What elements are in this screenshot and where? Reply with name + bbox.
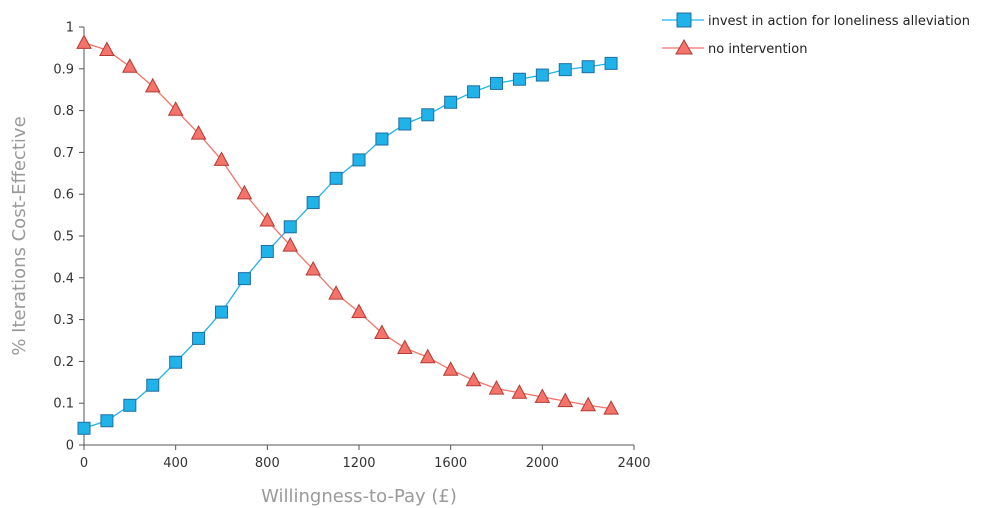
legend-label-invest: invest in action for loneliness alleviat… (708, 14, 970, 29)
data-point-square (169, 355, 183, 369)
legend: invest in action for loneliness alleviat… (662, 12, 970, 57)
data-point-square (535, 68, 549, 82)
data-point-triangle (396, 339, 413, 355)
legend-item-invest: invest in action for loneliness alleviat… (662, 12, 970, 29)
data-point-square (215, 305, 228, 319)
data-point-square (490, 76, 503, 90)
data-point-triangle (236, 184, 253, 200)
data-point-triangle (374, 324, 390, 339)
x-axis-title: Willingness-to-Pay (£) (261, 486, 457, 507)
data-point-triangle (511, 384, 528, 399)
legend-label-no-intervention: no intervention (708, 42, 807, 57)
series-line (83, 62, 612, 429)
data-point-square (467, 85, 481, 99)
data-point-triangle (121, 58, 138, 73)
series-0 (77, 56, 618, 435)
data-point-square (512, 72, 526, 86)
y-tick-label: 0.2 (53, 355, 74, 370)
x-tick-label: 0 (80, 456, 88, 471)
y-axis-title: % Iterations Cost-Effective (9, 116, 30, 355)
legend-item-no-intervention: no intervention (662, 38, 807, 57)
data-point-square (604, 56, 618, 70)
axes (83, 27, 634, 446)
data-point-square (123, 398, 137, 412)
y-ticks: 0 0.1 0.2 0.3 0.4 0.5 0.6 0.7 0.8 0.9 1 (53, 21, 84, 454)
data-point-square (260, 244, 274, 258)
data-point-triangle (442, 361, 459, 376)
data-point-triangle (580, 396, 597, 412)
data-point-triangle (351, 303, 367, 319)
data-point-square (192, 331, 206, 345)
x-tick-label: 1200 (342, 456, 375, 471)
y-tick-label: 1 (66, 21, 74, 36)
data-point-triangle (259, 211, 276, 227)
data-point-triangle (305, 260, 322, 276)
data-point-square (398, 117, 412, 131)
x-tick-label: 1600 (434, 456, 467, 471)
data-point-square (237, 272, 251, 286)
data-point-square (146, 378, 160, 392)
legend-marker-no-intervention (675, 38, 693, 55)
x-tick-label: 2000 (526, 456, 559, 471)
data-point-triangle (282, 237, 299, 252)
data-point-triangle (144, 77, 161, 93)
data-point-triangle (534, 388, 551, 403)
x-tick-label: 800 (255, 456, 280, 471)
data-point-square (375, 132, 389, 146)
data-point-square (306, 196, 320, 210)
data-point-triangle (213, 151, 230, 166)
y-tick-label: 0.8 (53, 104, 74, 119)
legend-marker-invest (676, 12, 692, 28)
y-tick-label: 0.9 (53, 62, 74, 77)
x-tick-label: 2400 (617, 456, 650, 471)
data-point-square (329, 171, 343, 185)
x-tick-label: 400 (163, 456, 188, 471)
data-point-triangle (328, 285, 344, 300)
series-line (83, 42, 612, 410)
y-tick-label: 0 (66, 439, 74, 454)
data-point-square (581, 60, 595, 74)
data-point-triangle (99, 41, 115, 56)
data-point-square (283, 220, 297, 234)
y-tick-label: 0.4 (53, 271, 74, 286)
x-ticks: 0 400 800 1200 1600 2000 2400 (80, 445, 651, 471)
y-tick-label: 0.5 (53, 230, 74, 245)
data-point-triangle (167, 101, 184, 116)
y-tick-label: 0.6 (53, 188, 74, 203)
data-point-triangle (190, 125, 207, 140)
y-tick-label: 0.1 (53, 397, 74, 412)
data-point-square (444, 95, 458, 109)
y-tick-label: 0.7 (53, 146, 74, 161)
data-point-square (77, 421, 91, 435)
data-point-square (558, 63, 572, 77)
data-point-square (421, 108, 435, 122)
series-layer (76, 34, 619, 435)
data-point-square (100, 414, 114, 428)
data-point-triangle (419, 348, 436, 364)
data-point-triangle (488, 380, 505, 395)
data-point-triangle (557, 392, 574, 408)
data-point-square (352, 153, 366, 167)
data-point-triangle (603, 400, 619, 415)
y-tick-label: 0.3 (53, 313, 74, 328)
data-point-triangle (76, 34, 92, 49)
data-point-triangle (465, 371, 482, 387)
series-1 (76, 34, 619, 415)
